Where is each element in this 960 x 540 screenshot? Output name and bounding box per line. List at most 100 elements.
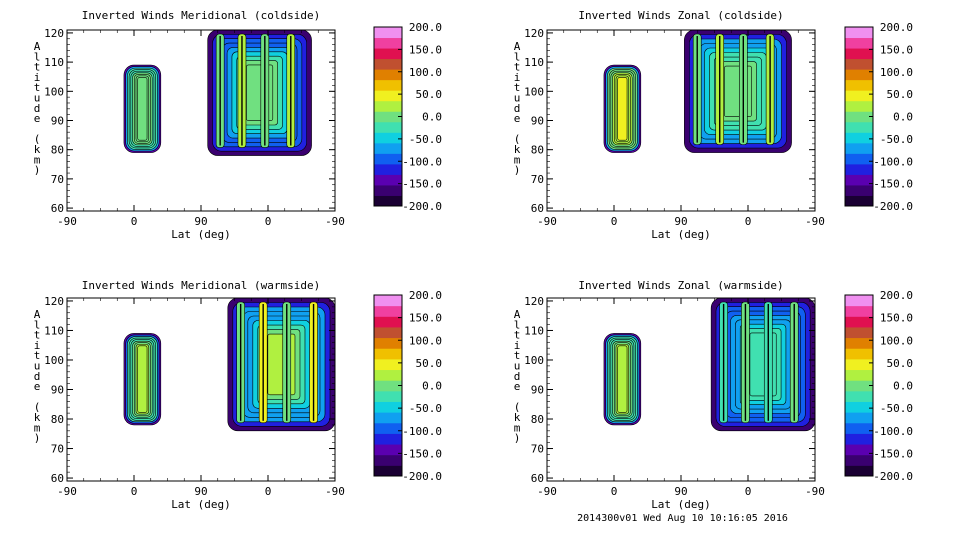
y-tick-label: 70 xyxy=(531,443,544,456)
colorbar-tick-label: 200.0 xyxy=(880,21,913,34)
y-tick-label: 60 xyxy=(531,472,544,485)
contour-level-9 xyxy=(137,77,148,141)
y-tick-label: 110 xyxy=(44,56,64,69)
colorbar-tick-label: -50.0 xyxy=(880,133,913,146)
colorbar-tick-label: -50.0 xyxy=(409,133,442,146)
colorbar: 200.0 150.0 100.0 50.0 0.0 -50.0 -100.0 -150.0 -… xyxy=(844,21,913,213)
y-tick-label: 110 xyxy=(524,56,544,69)
colorbar-tick-label: -150.0 xyxy=(402,178,442,191)
colorbar-tick-label: -100.0 xyxy=(402,155,442,168)
colorbar-segment xyxy=(845,121,873,133)
colorbar-segment xyxy=(374,132,402,144)
x-tick-label: -90 xyxy=(325,485,345,498)
y-tick-label: 60 xyxy=(51,472,64,485)
colorbar-tick-label: -200.0 xyxy=(402,200,442,213)
colorbar: 200.0 150.0 100.0 50.0 0.0 -50.0 -100.0 -150.0 -… xyxy=(373,289,442,483)
colorbar-segment xyxy=(374,369,402,381)
colorbar-segment xyxy=(374,326,402,339)
colorbar-segment xyxy=(374,337,402,349)
colorbar-segment xyxy=(845,444,873,456)
x-tick-label: -90 xyxy=(805,485,825,498)
colorbar-tick-label: -150.0 xyxy=(873,178,913,191)
data-region-1 xyxy=(603,64,642,153)
x-tick-label: 90 xyxy=(194,485,207,498)
colorbar-segment xyxy=(845,111,873,123)
colorbar: 200.0 150.0 100.0 50.0 0.0 -50.0 -100.0 -150.0 -… xyxy=(373,21,442,213)
x-tick-label: 0 xyxy=(745,215,752,228)
colorbar-tick-label: -200.0 xyxy=(402,470,442,483)
colorbar-segment xyxy=(845,390,873,402)
colorbar-segment xyxy=(374,111,402,123)
y-tick-label: 100 xyxy=(524,354,544,367)
plot-area xyxy=(603,298,815,432)
colorbar-segment xyxy=(845,79,873,91)
colorbar-segment xyxy=(845,163,873,175)
chart-panel-2: 60 70 80 90 100 110 120 -90 0 90 0 -90 Inverted Wind… xyxy=(514,9,913,241)
colorbar-tick-label: -150.0 xyxy=(873,447,913,460)
x-tick-label: 0 xyxy=(611,215,618,228)
data-region-2 xyxy=(207,30,312,156)
y-tick-label: 90 xyxy=(531,115,544,128)
colorbar-tick-label: -100.0 xyxy=(873,155,913,168)
y-tick-label: 90 xyxy=(51,384,64,397)
colorbar-segment xyxy=(374,142,402,154)
x-tick-label: 90 xyxy=(674,215,687,228)
colorbar-segment xyxy=(845,305,873,317)
colorbar-segment xyxy=(845,48,873,60)
colorbar-segment xyxy=(845,184,873,196)
chart-panel-3: 60 70 80 90 100 110 120 -90 0 90 0 -90 Inverted Wind… xyxy=(34,279,442,511)
colorbar-tick-label: -50.0 xyxy=(880,402,913,415)
x-tick-label: 90 xyxy=(674,485,687,498)
colorbar-tick-label: -100.0 xyxy=(402,425,442,438)
colorbar-segment xyxy=(374,79,402,91)
x-axis-label: Lat (deg) xyxy=(171,228,231,241)
colorbar-tick-label: 50.0 xyxy=(887,357,914,370)
data-region-1 xyxy=(123,333,162,426)
colorbar-segment xyxy=(374,305,402,317)
x-tick-label: 0 xyxy=(745,485,752,498)
colorbar-tick-label: 150.0 xyxy=(409,43,442,56)
colorbar-segment xyxy=(845,174,873,186)
colorbar: 200.0 150.0 100.0 50.0 0.0 -50.0 -100.0 -150.0 -… xyxy=(844,289,914,483)
x-tick-label: -90 xyxy=(537,215,557,228)
colorbar-segment xyxy=(374,184,402,196)
y-tick-label: 80 xyxy=(51,413,64,426)
colorbar-segment xyxy=(374,454,402,466)
colorbar-segment xyxy=(845,69,873,81)
x-tick-label: 0 xyxy=(131,215,138,228)
colorbar-tick-label: 0.0 xyxy=(422,111,442,124)
colorbar-segment xyxy=(845,100,873,112)
contour-level-9 xyxy=(617,77,628,141)
y-tick-label: 60 xyxy=(531,202,544,215)
data-region-2 xyxy=(710,298,815,432)
x-tick-label: 0 xyxy=(265,485,272,498)
colorbar-segment xyxy=(845,58,873,70)
colorbar-segment xyxy=(374,316,402,328)
y-tick-label: 60 xyxy=(51,202,64,215)
colorbar-tick-label: 100.0 xyxy=(409,66,442,79)
x-tick-label: 0 xyxy=(131,485,138,498)
colorbar-tick-label: 100.0 xyxy=(409,334,442,347)
colorbar-segment xyxy=(374,412,402,424)
colorbar-tick-label: 200.0 xyxy=(409,21,442,34)
y-tick-label: 120 xyxy=(44,27,64,40)
x-axis-label: Lat (deg) xyxy=(651,228,711,241)
colorbar-segment xyxy=(845,316,873,328)
y-tick-label: 100 xyxy=(44,85,64,98)
x-axis-label: Lat (deg) xyxy=(171,498,231,511)
x-axis-label: Lat (deg) xyxy=(651,498,711,511)
colorbar-segment xyxy=(845,380,873,392)
colorbar-tick-label: 200.0 xyxy=(880,289,913,302)
colorbar-segment xyxy=(845,295,873,307)
colorbar-segment xyxy=(845,27,873,39)
colorbar-tick-label: 200.0 xyxy=(409,289,442,302)
y-tick-label: 70 xyxy=(531,173,544,186)
colorbar-segment xyxy=(374,163,402,175)
x-tick-label: -90 xyxy=(805,215,825,228)
colorbar-segment xyxy=(374,348,402,360)
x-tick-label: -90 xyxy=(57,215,77,228)
